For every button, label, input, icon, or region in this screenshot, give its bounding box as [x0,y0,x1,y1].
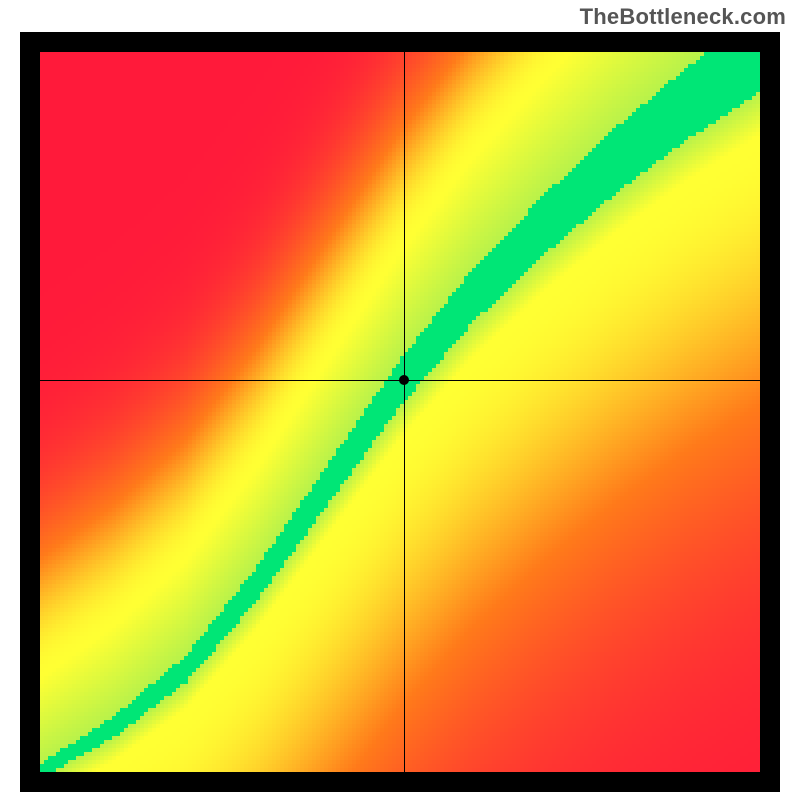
attribution-text: TheBottleneck.com [580,4,786,30]
crosshair-vertical [404,52,405,772]
crosshair-marker-dot [399,375,409,385]
bottleneck-heatmap [40,52,760,772]
bottleneck-heatmap-frame [20,32,780,792]
